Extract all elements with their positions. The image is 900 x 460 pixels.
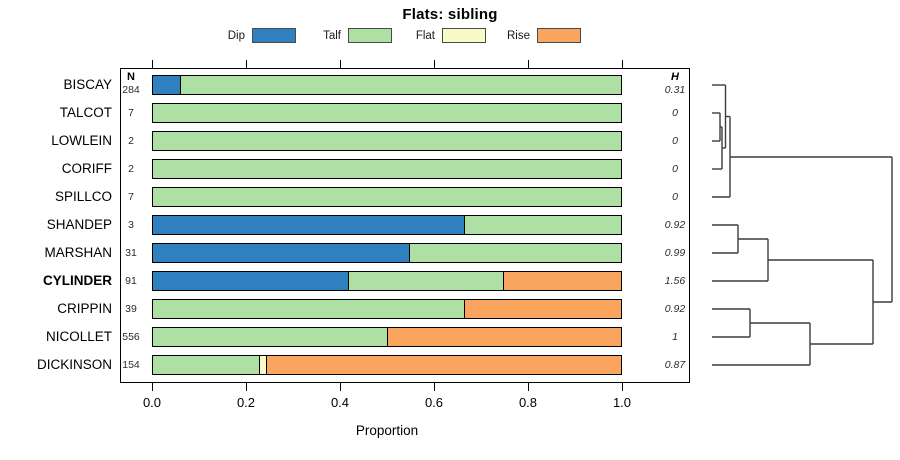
legend-label-talf: Talf (323, 30, 341, 42)
legend-swatch-flat (442, 28, 486, 43)
x-axis-tick-label: 0.6 (424, 395, 444, 410)
bar-shandep (152, 215, 622, 235)
x-axis-tick-label: 1.0 (612, 395, 632, 410)
x-axis-bottom-tick (246, 383, 248, 391)
n-value-coriff: 2 (128, 163, 134, 175)
row-label-marshan: MARSHAN (44, 245, 112, 260)
x-axis-bottom-tick (528, 383, 530, 391)
bar-segment-talf (153, 132, 621, 150)
n-value-talcot: 7 (128, 107, 134, 119)
legend-swatch-rise (537, 28, 581, 43)
row-label-biscay: BISCAY (63, 77, 112, 92)
n-value-marshan: 31 (125, 247, 137, 259)
bar-segment-rise (502, 272, 621, 290)
bar-segment-dip (153, 244, 409, 262)
n-value-lowlein: 2 (128, 135, 134, 147)
n-value-spillco: 7 (128, 191, 134, 203)
h-value-crippin: 0.92 (664, 303, 686, 315)
h-value-marshan: 0.99 (664, 247, 686, 259)
n-value-biscay: 284 (122, 84, 140, 96)
bar-coriff (152, 159, 622, 179)
h-value-spillco: 0 (672, 191, 678, 203)
bar-dickinson (152, 355, 622, 375)
bar-segment-dip (153, 76, 181, 94)
x-axis-top-tick (340, 60, 342, 68)
bar-segment-talf (180, 76, 621, 94)
legend-label-flat: Flat (415, 30, 435, 42)
n-value-crippin: 39 (125, 303, 137, 315)
x-axis-tick-label: 0.0 (142, 395, 162, 410)
x-axis-title: Proportion (355, 423, 419, 438)
x-axis-top-tick (246, 60, 248, 68)
n-value-dickinson: 154 (122, 359, 140, 371)
row-label-dickinson: DICKINSON (36, 357, 112, 372)
row-label-crippin: CRIPPIN (57, 301, 112, 316)
x-axis-bottom-tick (622, 383, 624, 391)
row-label-spillco: SPILLCO (54, 189, 112, 204)
x-axis-tick-label: 0.2 (236, 395, 256, 410)
h-value-shandep: 0.92 (664, 219, 686, 231)
h-column-header: H (671, 71, 679, 83)
bar-segment-talf (153, 300, 465, 318)
bar-segment-talf (408, 244, 621, 262)
bar-segment-dip (153, 272, 348, 290)
bar-segment-talf (153, 188, 621, 206)
bar-spillco (152, 187, 622, 207)
bar-marshan (152, 243, 622, 263)
bar-crippin (152, 299, 622, 319)
n-value-cylinder: 91 (125, 275, 137, 287)
h-value-biscay: 0.31 (664, 84, 686, 96)
x-axis-bottom-tick (434, 383, 436, 391)
x-axis-top-tick (434, 60, 436, 68)
h-value-nicollet: 1 (672, 331, 678, 343)
bar-segment-rise (464, 300, 621, 318)
n-value-shandep: 3 (128, 219, 134, 231)
bar-segment-talf (153, 356, 259, 374)
x-axis-top-tick (622, 60, 624, 68)
h-value-cylinder: 1.56 (664, 275, 686, 287)
row-label-nicollet: NICOLLET (45, 329, 112, 344)
x-axis-bottom-tick (152, 383, 154, 391)
row-label-talcot: TALCOT (59, 105, 112, 120)
h-value-lowlein: 0 (672, 135, 678, 147)
bar-segment-talf (153, 104, 621, 122)
x-axis-bottom-tick (340, 383, 342, 391)
chart-title: Flats: sibling (402, 6, 498, 23)
row-label-lowlein: LOWLEIN (51, 133, 112, 148)
row-label-cylinder: CYLINDER (42, 273, 112, 288)
x-axis-tick-label: 0.8 (518, 395, 538, 410)
bar-nicollet (152, 327, 622, 347)
legend-label-dip: Dip (227, 30, 245, 42)
h-value-talcot: 0 (672, 107, 678, 119)
n-column-header: N (127, 71, 135, 83)
h-value-coriff: 0 (672, 163, 678, 175)
bar-segment-talf (464, 216, 621, 234)
bar-segment-dip (153, 216, 465, 234)
bar-segment-rise (386, 328, 621, 346)
bar-segment-rise (265, 356, 621, 374)
x-axis-tick-label: 0.4 (330, 395, 350, 410)
bar-segment-talf (347, 272, 503, 290)
bar-segment-talf (153, 328, 387, 346)
n-value-nicollet: 556 (122, 331, 140, 343)
x-axis-top-tick (528, 60, 530, 68)
bar-segment-talf (153, 160, 621, 178)
bar-talcot (152, 103, 622, 123)
x-axis-top-tick (152, 60, 154, 68)
bar-lowlein (152, 131, 622, 151)
row-label-shandep: SHANDEP (46, 217, 112, 232)
legend-label-rise: Rise (506, 30, 530, 42)
bar-biscay (152, 75, 622, 95)
h-value-dickinson: 0.87 (664, 359, 686, 371)
row-label-coriff: CORIFF (61, 161, 112, 176)
bar-segment-flat (258, 356, 266, 374)
legend-swatch-dip (252, 28, 296, 43)
legend-swatch-talf (348, 28, 392, 43)
bar-cylinder (152, 271, 622, 291)
